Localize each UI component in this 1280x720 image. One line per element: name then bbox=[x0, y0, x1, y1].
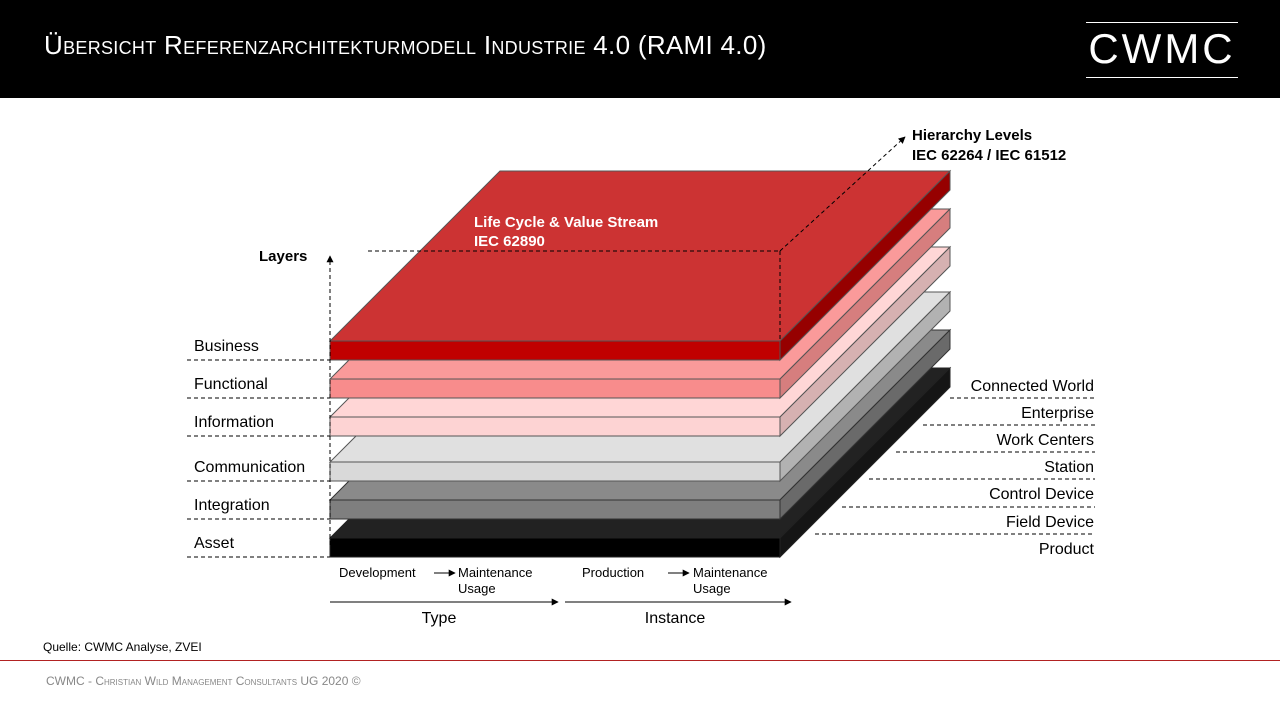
lifecycle-subtitle: IEC 62890 bbox=[474, 233, 545, 250]
layer-label-business: Business bbox=[194, 338, 259, 355]
layer-label-integration: Integration bbox=[194, 497, 270, 514]
layer-label-communication: Communication bbox=[194, 459, 305, 476]
footer-copyright: CWMC - Christian Wild Management Consult… bbox=[46, 674, 361, 688]
slide-title: Übersicht Referenzarchitekturmodell Indu… bbox=[44, 30, 767, 60]
hierarchy-label-field-device: Field Device bbox=[1006, 514, 1094, 531]
slab-integration-front bbox=[329, 499, 781, 520]
lifecycle-title: Life Cycle & Value Stream bbox=[474, 214, 658, 231]
layer-label-asset: Asset bbox=[194, 535, 235, 552]
header-bar: Übersicht Referenzarchitekturmodell Indu… bbox=[0, 0, 1280, 98]
guide-lines bbox=[187, 250, 1095, 558]
type-to-label-2: Usage bbox=[458, 581, 496, 596]
slab-information-front bbox=[329, 416, 781, 437]
hierarchy-axis-arrow bbox=[779, 136, 906, 252]
instance-from-label: Production bbox=[582, 565, 644, 580]
instance-to-label-1: Maintenance bbox=[693, 565, 767, 580]
layer-slabs bbox=[328, 169, 952, 559]
instance-to-label-2: Usage bbox=[693, 581, 731, 596]
source-note: Quelle: CWMC Analyse, ZVEI bbox=[43, 640, 202, 654]
hierarchy-label-connected-world: Connected World bbox=[971, 378, 1094, 395]
layers-title: Layers bbox=[259, 248, 307, 265]
cwmc-logo: CWMC bbox=[1086, 22, 1238, 78]
footer-divider bbox=[0, 660, 1280, 661]
slab-business-front bbox=[329, 340, 781, 361]
slab-functional-front bbox=[329, 378, 781, 399]
layer-label-functional: Functional bbox=[194, 376, 268, 393]
hierarchy-label-product: Product bbox=[1039, 541, 1095, 558]
slab-asset-front bbox=[329, 537, 781, 558]
hierarchy-label-enterprise: Enterprise bbox=[1021, 405, 1094, 422]
hierarchy-label-control-device: Control Device bbox=[989, 486, 1094, 503]
type-label: Type bbox=[422, 610, 457, 627]
layer-label-information: Information bbox=[194, 414, 274, 431]
instance-label: Instance bbox=[645, 610, 706, 627]
logo-text: CWMC bbox=[1088, 25, 1236, 72]
type-to-label-1: Maintenance bbox=[458, 565, 532, 580]
hierarchy-subtitle: IEC 62264 / IEC 61512 bbox=[912, 147, 1066, 164]
slab-communication-front bbox=[329, 461, 781, 482]
hierarchy-title: Hierarchy Levels bbox=[912, 127, 1032, 144]
hierarchy-label-station: Station bbox=[1044, 459, 1094, 476]
hierarchy-label-work-centers: Work Centers bbox=[996, 432, 1094, 449]
type-from-label: Development bbox=[339, 565, 416, 580]
